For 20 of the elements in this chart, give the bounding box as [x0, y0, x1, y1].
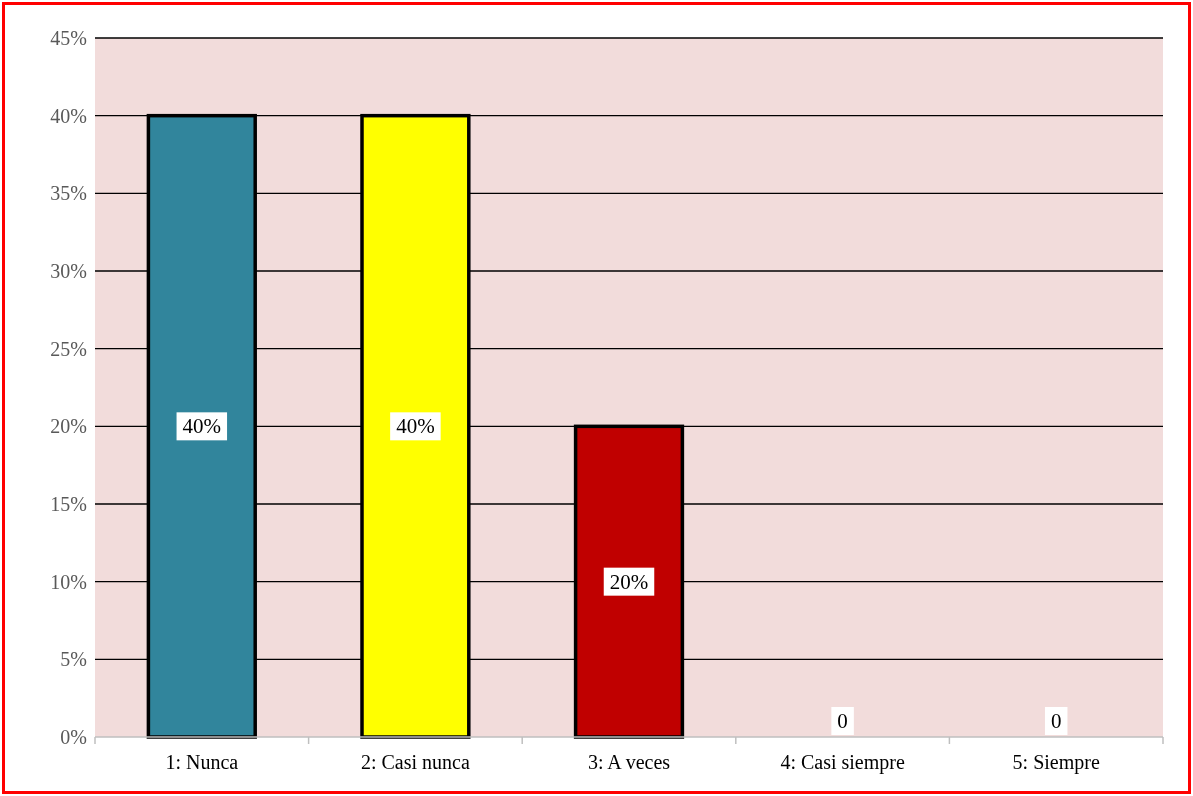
y-tick-label: 5%: [60, 648, 87, 671]
y-tick-label: 35%: [50, 182, 87, 205]
x-tick-label: 2: Casi nunca: [360, 751, 470, 773]
x-tick-label: 4: Casi siempre: [780, 751, 905, 774]
y-tick-label: 40%: [50, 104, 87, 127]
y-tick-label: 45%: [50, 26, 87, 49]
x-tick-label: 5: Siempre: [1012, 751, 1100, 774]
data-label: 0: [1050, 709, 1062, 733]
y-tick-label: 10%: [50, 570, 87, 593]
data-label: 40%: [182, 414, 222, 439]
y-tick-label: 20%: [50, 415, 87, 438]
data-label: 40%: [396, 414, 435, 439]
data-label: 20%: [609, 569, 649, 594]
y-tick-label: 30%: [50, 259, 87, 282]
data-label: 0: [837, 709, 848, 733]
y-tick-label: 0%: [60, 725, 87, 748]
x-tick-label: 3: A veces: [587, 751, 671, 773]
x-tick-label: 1: Nunca: [165, 751, 239, 773]
y-tick-label: 15%: [50, 492, 87, 515]
y-tick-label: 25%: [50, 337, 87, 360]
